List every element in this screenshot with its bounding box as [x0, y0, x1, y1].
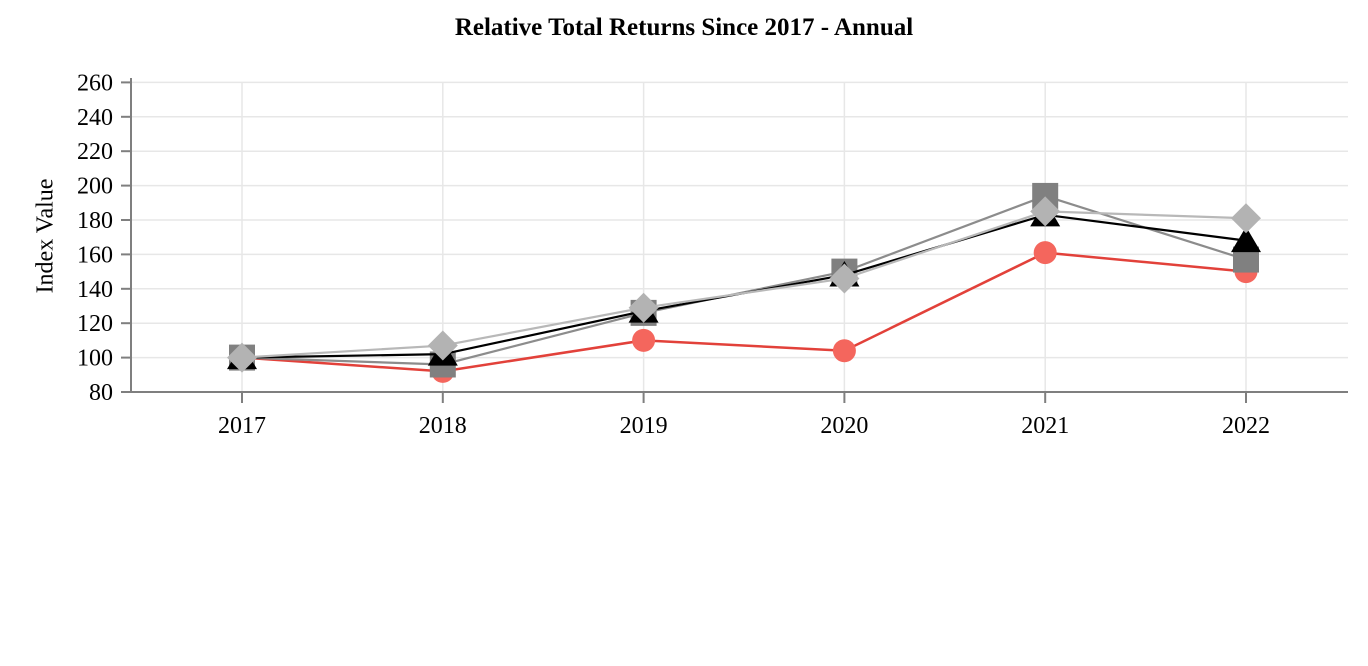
- series-line-2: [241, 213, 1247, 359]
- x-tick-label: 2020: [820, 413, 868, 439]
- y-tick-label: 140: [77, 277, 113, 303]
- x-tick-label: 2022: [1222, 413, 1270, 439]
- chart-title: Relative Total Returns Since 2017 - Annu…: [454, 14, 914, 41]
- data-point-marker: [1231, 226, 1261, 253]
- series-line-3: [241, 210, 1247, 359]
- chart-legend: CVS Health Corporation S&P 500 S&P 500 F…: [0, 482, 1368, 652]
- data-point-marker: [632, 328, 656, 352]
- data-point-marker: [227, 342, 257, 373]
- series-line-0: [241, 251, 1247, 373]
- data-point-marker: [1030, 196, 1061, 227]
- data-point-marker: [829, 263, 860, 294]
- y-tick-label: 100: [77, 346, 113, 372]
- y-tick-label: 240: [77, 105, 113, 131]
- x-tick-label: 2021: [1021, 413, 1069, 439]
- data-point-marker: [427, 330, 458, 361]
- data-point-marker: [628, 292, 659, 323]
- data-point-marker: [1231, 203, 1261, 234]
- y-tick-label: 80: [89, 380, 113, 406]
- chart-plot-area: 80 100 120 140 160 180 200 220 240 260 2017 2018 201…: [77, 70, 1348, 439]
- data-point-marker: [1033, 241, 1057, 265]
- y-tick-label: 120: [77, 311, 113, 337]
- y-tick-label: 160: [77, 242, 113, 268]
- data-point-marker: [832, 339, 856, 363]
- x-tick-label: 2017: [218, 413, 266, 439]
- x-tick-label: 2018: [419, 413, 467, 439]
- y-tick-label: 200: [77, 174, 113, 200]
- y-tick-label: 180: [77, 208, 113, 234]
- x-tick-label: 2019: [620, 413, 668, 439]
- y-tick-label: 220: [77, 139, 113, 165]
- y-tick-label: 260: [77, 70, 113, 96]
